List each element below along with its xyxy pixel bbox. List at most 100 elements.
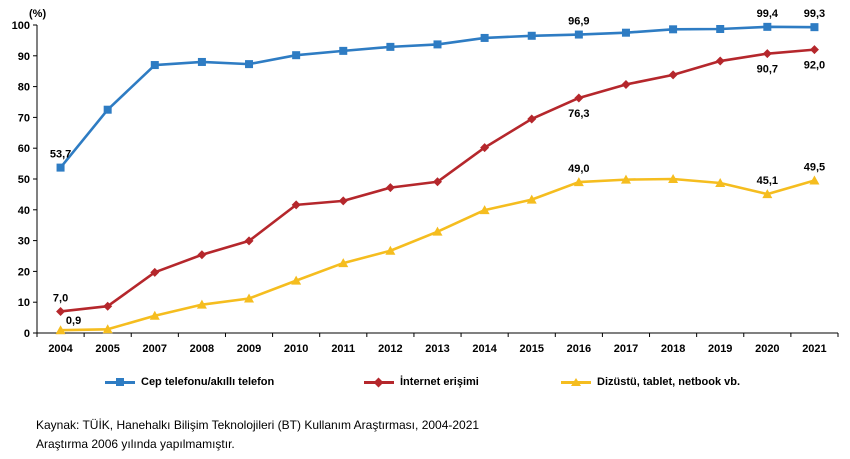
- data-point-triangle: [479, 205, 490, 215]
- data-point-triangle: [620, 174, 631, 184]
- legend-item-laptop: Dizüstü, tablet, netbook vb.: [561, 376, 740, 388]
- line-chart: (%) 0 10 20 30 40 50 60 70 80 90 100 2004 2005 2007 2…: [12, 8, 839, 355]
- data-label: 99,3: [804, 8, 825, 20]
- y-tick-label: 90: [18, 51, 30, 63]
- x-tick-label: 2012: [378, 343, 402, 355]
- x-tick-label: 2014: [472, 343, 497, 355]
- x-tick-label: 2009: [237, 343, 261, 355]
- data-label: 96,9: [568, 16, 589, 28]
- data-point-triangle: [244, 293, 255, 303]
- data-point-triangle: [668, 174, 679, 183]
- data-point-triangle: [526, 194, 537, 204]
- data-point-diamond: [809, 45, 819, 55]
- chart-legend: Cep telefonu/akıllı telefon İnternet eri…: [0, 376, 850, 394]
- data-point-square: [245, 60, 254, 69]
- legend-label-internet: İnternet erişimi: [400, 376, 479, 388]
- data-label: 90,7: [757, 64, 778, 76]
- data-point-square: [480, 33, 489, 42]
- data-label: 49,5: [804, 162, 825, 174]
- data-labels: 53,7 96,9 99,4 99,3 7,0 76,3 90,7 92,0 0,9 49,0 45…: [50, 8, 825, 327]
- data-label: 99,4: [757, 8, 779, 20]
- data-point-triangle: [338, 258, 349, 268]
- data-point-square: [763, 22, 772, 31]
- data-point-triangle: [573, 177, 584, 187]
- data-point-diamond: [574, 93, 584, 103]
- y-tick-label: 60: [18, 143, 30, 155]
- data-point-diamond: [668, 70, 678, 80]
- y-tick-label: 40: [18, 205, 30, 217]
- data-point-triangle: [762, 189, 773, 199]
- x-tick-label: 2013: [425, 343, 449, 355]
- data-point-square: [621, 28, 630, 37]
- data-point-square: [716, 25, 725, 34]
- data-point-square: [103, 105, 112, 114]
- data-label: 53,7: [50, 149, 71, 161]
- x-tick-label: 2008: [190, 343, 214, 355]
- legend-label-laptop: Dizüstü, tablet, netbook vb.: [597, 376, 741, 388]
- data-label: 45,1: [757, 175, 778, 187]
- series-line-2: [60, 177, 815, 332]
- data-point-diamond: [150, 267, 160, 277]
- y-axis-unit-label: (%): [29, 8, 46, 20]
- data-point-diamond: [338, 196, 348, 206]
- data-label: 92,0: [804, 60, 825, 72]
- data-point-triangle: [809, 175, 820, 185]
- data-point-diamond: [433, 177, 442, 187]
- data-point-diamond: [197, 250, 207, 260]
- data-point-triangle: [715, 178, 726, 188]
- y-tick-label: 100: [12, 20, 30, 32]
- x-tick-label: 2021: [802, 343, 826, 355]
- data-point-triangle: [55, 325, 66, 335]
- data-point-diamond: [715, 56, 725, 66]
- y-axis-ticks: 0 10 20 30 40 50 60 70 80 90 100: [12, 20, 37, 340]
- data-point-square: [197, 57, 206, 66]
- data-point-triangle: [196, 299, 207, 309]
- data-point-square: [339, 46, 348, 55]
- data-label: 76,3: [568, 108, 589, 120]
- data-point-square: [669, 25, 678, 34]
- data-point-triangle: [432, 226, 443, 236]
- y-tick-label: 70: [18, 112, 30, 124]
- footnote: Araştırma 2006 yılında yapılmamıştır.: [36, 437, 235, 451]
- x-tick-label: 2011: [331, 343, 355, 355]
- legend-line-mobile: [105, 377, 135, 386]
- data-point-triangle: [291, 275, 302, 285]
- data-label: 49,0: [568, 163, 589, 175]
- data-point-square: [433, 40, 442, 49]
- data-label: 0,9: [66, 315, 81, 327]
- x-tick-label: 2018: [661, 343, 685, 355]
- square-marker-icon: [116, 377, 124, 386]
- source-note: Kaynak: TÜİK, Hanehalkı Bilişim Teknoloj…: [36, 418, 480, 432]
- y-tick-label: 10: [18, 297, 30, 309]
- data-point-diamond: [480, 143, 490, 153]
- data-label: 7,0: [53, 292, 68, 304]
- series-markers: [55, 22, 820, 335]
- y-tick-label: 30: [18, 236, 30, 248]
- data-point-diamond: [244, 236, 254, 246]
- data-point-diamond: [527, 114, 537, 124]
- data-point-diamond: [385, 183, 395, 193]
- y-tick-label: 20: [18, 266, 30, 278]
- data-point-square: [292, 51, 301, 60]
- diamond-marker-icon: [373, 377, 384, 387]
- data-point-triangle: [385, 245, 396, 255]
- data-point-diamond: [621, 79, 631, 89]
- data-point-diamond: [762, 49, 772, 59]
- x-tick-label: 2004: [48, 343, 73, 355]
- y-tick-label: 50: [18, 174, 30, 186]
- legend-line-laptop: [561, 377, 591, 386]
- data-point-diamond: [56, 306, 66, 316]
- data-point-diamond: [291, 200, 301, 210]
- x-tick-label: 2007: [143, 343, 167, 355]
- y-tick-label: 0: [24, 328, 30, 340]
- data-point-diamond: [103, 301, 113, 311]
- triangle-marker-icon: [571, 377, 581, 386]
- x-tick-label: 2019: [708, 343, 732, 355]
- data-point-square: [527, 31, 536, 40]
- data-point-square: [386, 42, 395, 51]
- x-tick-label: 2005: [95, 343, 119, 355]
- y-tick-label: 80: [18, 82, 30, 94]
- data-point-square: [56, 163, 65, 172]
- data-point-square: [150, 61, 159, 70]
- x-tick-label: 2020: [755, 343, 779, 355]
